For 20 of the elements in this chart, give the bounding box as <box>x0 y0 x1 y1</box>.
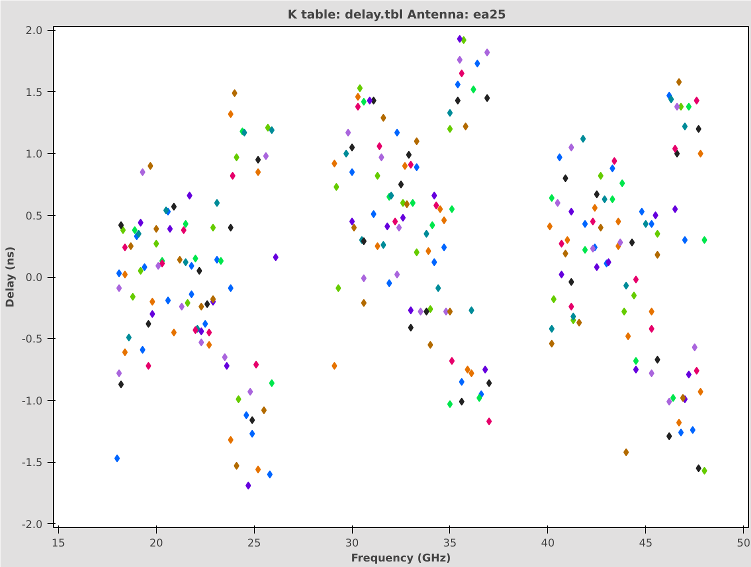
y-tick-label: 2.0 <box>26 24 43 38</box>
x-tick-label: 40 <box>541 536 555 550</box>
x-tick-label: 20 <box>150 536 164 550</box>
x-tick-label: 50 <box>736 536 751 550</box>
x-tick-label: 15 <box>52 536 66 550</box>
y-tick-label: -1.5 <box>22 456 43 470</box>
x-axis-title: Frequency (GHz) <box>351 552 451 564</box>
y-tick-label: 0.0 <box>26 271 43 284</box>
y-tick-label: 1.5 <box>26 86 43 99</box>
x-tick-label: 35 <box>443 536 457 550</box>
y-tick-label: 1.0 <box>26 148 43 161</box>
y-tick-label: 0.5 <box>26 209 43 222</box>
y-tick-label: -0.5 <box>22 332 43 346</box>
x-tick-label: 25 <box>247 536 261 550</box>
y-axis-title: Delay (ns) <box>4 246 17 308</box>
chart-title: K table: delay.tbl Antenna: ea25 <box>288 8 506 22</box>
x-tick-label: 45 <box>638 536 652 550</box>
y-tick-label: -2.0 <box>22 518 43 531</box>
x-tick-label: 30 <box>345 536 360 550</box>
y-tick-label: -1.0 <box>22 394 43 408</box>
